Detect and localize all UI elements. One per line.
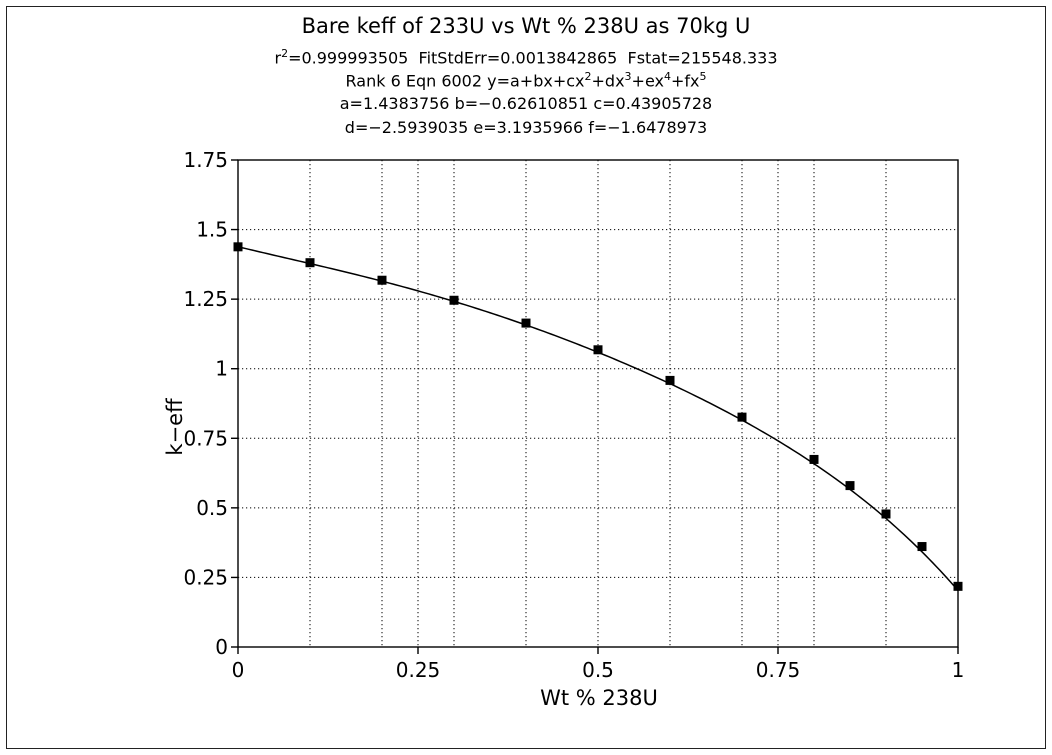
data-point [954,582,963,591]
data-point [846,481,855,490]
x-tick-label: 0.25 [396,658,441,682]
y-tick-label: 0.5 [196,496,228,520]
data-point [234,242,243,251]
y-tick-label: 1.75 [183,148,228,172]
x-axis-label: Wt % 238U [540,686,658,710]
y-tick-label: 1 [215,357,228,381]
data-point [306,258,315,267]
x-tick-label: 0 [232,658,245,682]
data-point [378,276,387,285]
fit-curve [238,247,958,591]
data-point [810,455,819,464]
data-point [882,509,891,518]
data-point [666,376,675,385]
x-tick-label: 0.75 [756,658,801,682]
y-tick-label: 1.5 [196,218,228,242]
y-tick-label: 0.25 [183,565,228,589]
data-point [522,319,531,328]
x-tick-label: 1 [952,658,965,682]
data-point [918,542,927,551]
y-tick-label: 0.75 [183,426,228,450]
x-tick-label: 0.5 [582,658,614,682]
data-point [594,345,603,354]
y-tick-label: 0 [215,635,228,659]
y-axis-label: k−eff [163,398,187,455]
y-tick-label: 1.25 [183,287,228,311]
data-point [738,413,747,422]
data-point [450,296,459,305]
